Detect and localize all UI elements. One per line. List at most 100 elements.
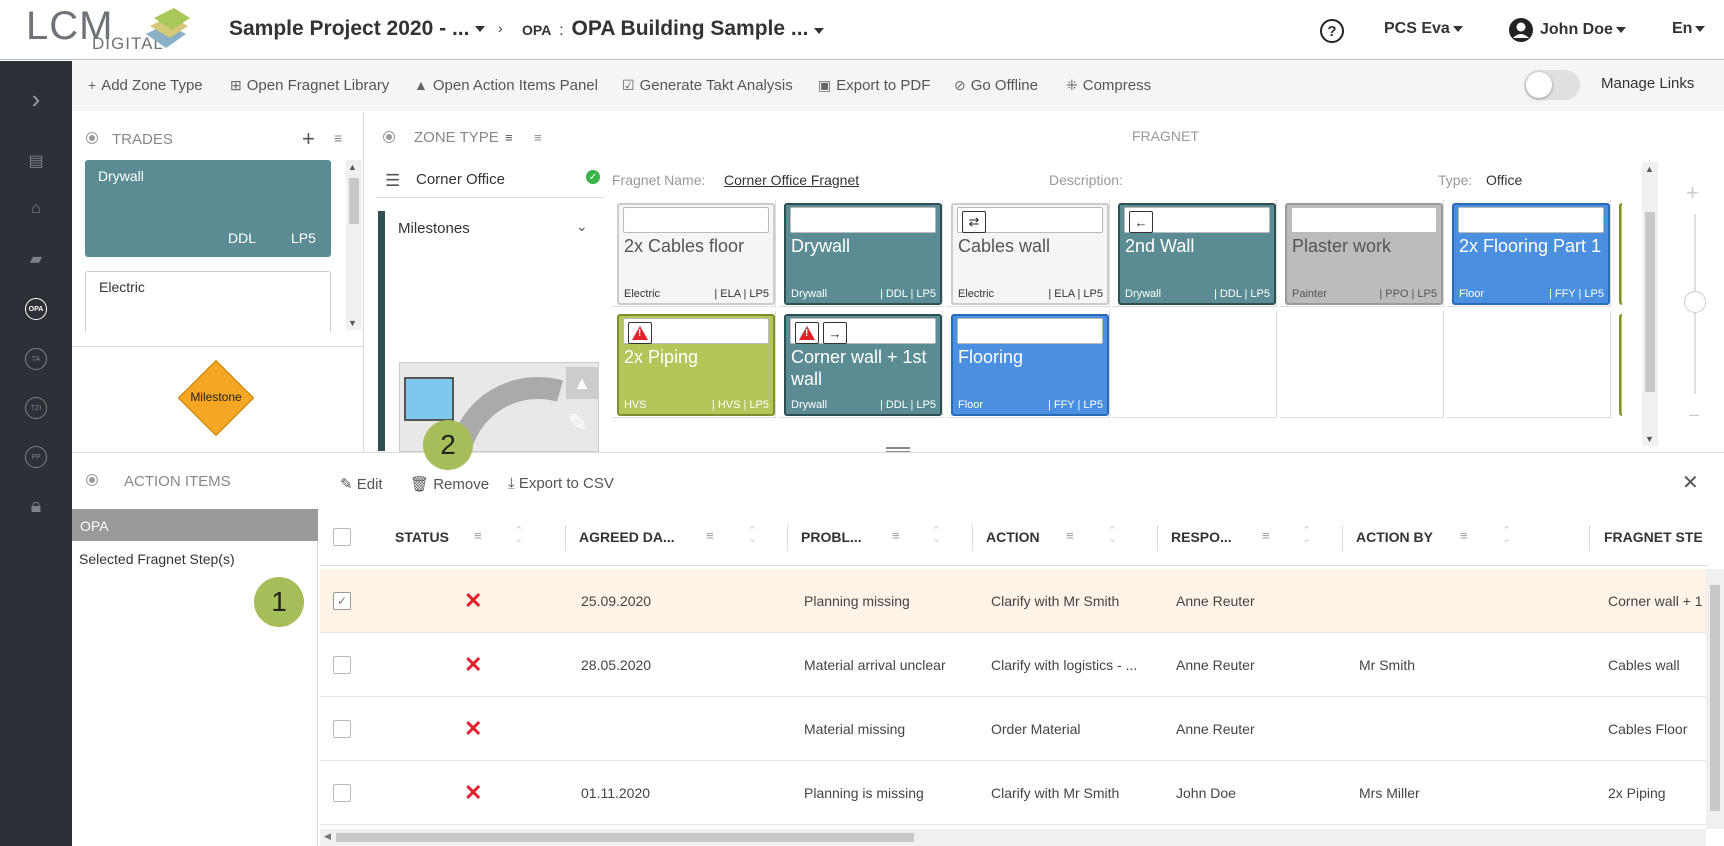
fragnet-step[interactable]: Plaster work Painter | PPO | LP5 [1285,203,1443,305]
help-icon[interactable]: ? [1320,19,1344,43]
column-divider[interactable] [1157,525,1158,551]
filter-icon[interactable]: ≡ [892,528,900,543]
chevron-down-icon[interactable]: ⌄ [576,218,588,234]
sidebar-item-ta[interactable]: TA [0,339,72,379]
image-icon[interactable]: ▲ [566,367,598,399]
row-checkbox[interactable] [333,784,351,802]
home-icon[interactable]: ⌂ [31,200,41,217]
expand-sidebar-icon[interactable]: › [31,83,41,114]
table-horizontal-scrollbar[interactable]: ◀ [320,829,1706,846]
user-menu[interactable]: John Doe [1508,17,1626,43]
col-agreed-date[interactable]: AGREED DA... [579,529,675,545]
fragnet-step[interactable]: ! → Corner wall + 1st wall Drywall | DDL… [784,314,942,416]
trade-card-drywall[interactable]: Drywall DDL LP5 [85,160,331,257]
fragnet-step[interactable]: Drywall Drywall | DDL | LP5 [784,203,942,305]
sidebar-item-pp[interactable]: PP [0,437,72,477]
column-divider[interactable] [565,525,566,551]
fragnet-scrollbar[interactable]: ▲ ▼ [1642,162,1658,446]
col-action-by[interactable]: ACTION BY [1356,529,1433,545]
fragnet-step[interactable]: ← 2nd Wall Drywall | DDL | LP5 [1118,203,1276,305]
folder-lock-icon[interactable]: ▤ [28,153,44,170]
add-trade-icon[interactable]: + [302,126,315,151]
go-offline-button[interactable]: ⊘ Go Offline [954,77,1038,94]
column-divider[interactable] [787,525,788,551]
zoom-slider-handle[interactable] [1684,291,1706,313]
folder-open-icon[interactable]: ▰ [29,251,43,268]
fragnet-step-partial[interactable] [1619,314,1622,416]
warning-icon[interactable]: ! [795,322,819,344]
pencil-icon[interactable]: ✎ [568,410,589,437]
filter-icon[interactable]: ≡ [706,528,714,543]
manage-links-toggle[interactable] [1524,70,1580,100]
fragnet-step[interactable]: ⇄ Cables wall Electric | ELA | LP5 [951,203,1109,305]
sort-icon[interactable]: ⌃ ⌄ [514,525,524,545]
fragnet-step[interactable]: ! 2x Piping HVS | HVS | LP5 [617,314,775,416]
fragnet-step[interactable]: Flooring Floor | FFY | LP5 [951,314,1109,416]
col-status[interactable]: STATUS [395,529,449,545]
compress-button[interactable]: ⁜ Compress [1066,77,1151,94]
warning-icon[interactable]: ! [628,322,652,344]
col-responsible[interactable]: RESPO... [1171,529,1232,545]
radio-icon[interactable] [86,132,98,144]
add-zone-type-button[interactable]: + Add Zone Type [88,77,203,94]
table-row[interactable]: ✓ ✕ 25.09.2020 Planning missing Clarify … [320,569,1708,633]
filter-icon[interactable]: ≡ [534,130,542,145]
milestones-label[interactable]: Milestones [398,220,470,237]
open-fragnet-library-button[interactable]: ⊞ Open Fragnet Library [230,77,389,94]
filter-icon[interactable]: ≡ [1066,528,1074,543]
table-row[interactable]: ✕ 01.11.2020 Planning is missing Clarify… [320,761,1708,825]
filter-icon[interactable]: ≡ [1460,528,1468,543]
col-fragnet-step[interactable]: FRAGNET STE [1604,529,1703,545]
trade-card-electric[interactable]: Electric [85,271,331,333]
column-divider[interactable] [972,525,973,551]
export-to-pdf-button[interactable]: ▣ Export to PDF [818,77,930,94]
radio-icon[interactable] [86,474,98,486]
sidebar-item-opa[interactable]: OPA [0,289,72,329]
zoom-out-icon[interactable]: – [1689,404,1700,424]
table-row[interactable]: ✕ Material missing Order Material Anne R… [320,697,1708,761]
table-row[interactable]: ✕ 28.05.2020 Material arrival unclear Cl… [320,633,1708,697]
trades-scrollbar[interactable]: ▲ ▼ [346,160,362,330]
row-checkbox[interactable] [333,720,351,738]
row-checkbox[interactable] [333,656,351,674]
company-selector[interactable]: PCS Eva [1384,20,1463,38]
remove-button[interactable]: 🗑︎ Remove [410,475,489,493]
generate-takt-analysis-button[interactable]: ☑ Generate Takt Analysis [622,77,793,94]
sort-icon[interactable]: ⌃ ⌄ [1108,525,1118,545]
fragnet-name-value[interactable]: Corner Office Fragnet [724,172,860,188]
filter-icon[interactable]: ≡ [334,130,343,146]
filter-icon[interactable]: ≡ [1262,528,1270,543]
edit-button[interactable]: ✎ Edit [340,475,383,493]
fragnet-step[interactable]: 2x Flooring Part 1 Floor | FFY | LP5 [1452,203,1610,305]
col-action[interactable]: ACTION [986,529,1040,545]
table-vertical-scrollbar[interactable] [1706,569,1724,829]
lock-icon[interactable]: 🔒︎ [30,494,42,517]
filter-item[interactable]: Selected Fragnet Step(s) [79,551,235,567]
row-checkbox[interactable]: ✓ [333,592,351,610]
sort-icon[interactable]: ⌃ ⌄ [932,525,942,545]
fragnet-step-partial[interactable] [1619,203,1622,305]
sidebar-item-tzi[interactable]: TZI [0,388,72,428]
zoom-in-icon[interactable]: + [1686,180,1699,205]
radio-icon[interactable] [383,131,395,143]
filter-icon[interactable]: ≡ [474,528,482,543]
logo[interactable]: LCM [26,4,114,48]
zone-type-selected[interactable]: Corner Office [416,171,505,188]
arrow-left-icon[interactable]: ← [1129,211,1153,233]
language-selector[interactable]: En [1672,20,1706,38]
sort-icon[interactable]: ⌃ ⌄ [748,525,758,545]
swap-icon[interactable]: ⇄ [962,211,986,233]
export-csv-button[interactable]: ⤓ Export to CSV [508,475,614,492]
filter-header[interactable]: OPA [72,509,318,541]
sort-icon[interactable]: ≡ [505,130,513,145]
close-icon[interactable]: ✕ [1682,472,1699,494]
arrow-right-icon[interactable]: → [823,322,847,344]
column-divider[interactable] [1342,525,1343,551]
open-action-items-panel-button[interactable]: ▲ Open Action Items Panel [414,77,598,94]
col-problem[interactable]: PROBL... [801,529,862,545]
select-all-checkbox[interactable] [333,528,351,546]
breadcrumb-building[interactable]: OPA : OPA Building Sample ... [522,17,825,41]
project-selector[interactable]: Sample Project 2020 - ... [229,17,486,41]
fragnet-step[interactable]: 2x Cables floor Electric | ELA | LP5 [617,203,775,305]
column-divider[interactable] [1589,525,1590,551]
